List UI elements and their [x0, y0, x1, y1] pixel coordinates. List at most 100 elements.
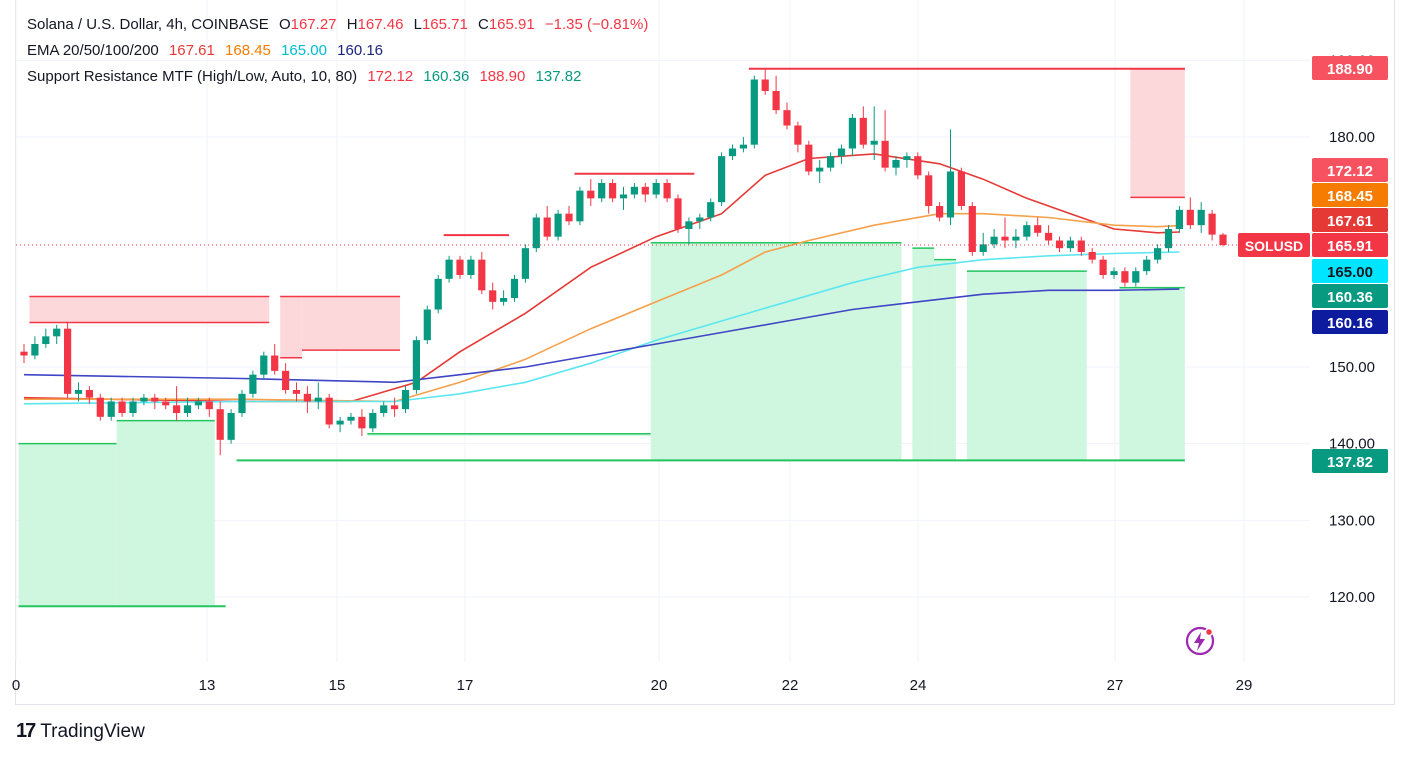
price-tag-text: 160.36	[1327, 289, 1373, 306]
candle-body	[510, 278, 519, 298]
support-zone	[116, 420, 215, 607]
candle-body	[728, 148, 737, 157]
candle-body	[979, 244, 987, 252]
candle-body	[761, 79, 769, 91]
candle-body	[718, 156, 726, 203]
candle-body	[750, 79, 758, 145]
candle-body	[129, 401, 137, 413]
candle-body	[598, 183, 606, 199]
candle-body	[739, 144, 747, 149]
candle-body	[696, 217, 704, 222]
price-tag-text: 172.12	[1327, 163, 1373, 180]
candle-body	[314, 397, 322, 402]
candle-body	[532, 217, 540, 249]
candle-body	[1219, 234, 1227, 246]
x-tick-label: 17	[457, 677, 474, 694]
candlestick-chart[interactable]: 120.00130.00140.00150.00180.00190.000131…	[0, 0, 1410, 705]
sr-legend[interactable]: Support Resistance MTF (High/Low, Auto, …	[27, 68, 587, 85]
x-tick-label: 13	[199, 677, 216, 694]
candle-body	[1023, 225, 1031, 237]
candle-body	[946, 171, 955, 218]
candle-body	[663, 183, 671, 199]
x-tick-label: 22	[782, 677, 799, 694]
candle-body	[456, 259, 464, 275]
candle-body	[914, 156, 922, 176]
candle-body	[609, 183, 617, 199]
open-value: 167.27	[290, 16, 337, 33]
tradingview-logo-icon: 17	[16, 720, 36, 742]
candle-body	[1034, 225, 1042, 233]
candle-body	[837, 148, 846, 157]
candle-body	[968, 206, 976, 252]
candle-body	[20, 351, 28, 356]
symbol-name: Solana / U.S. Dollar, 4h, COINBASE	[27, 16, 269, 33]
candle-body	[238, 393, 246, 413]
candle-body	[173, 405, 181, 413]
low-label: L	[413, 16, 422, 33]
candle-body	[641, 186, 649, 195]
tradingview-brand[interactable]: 17 TradingView	[16, 720, 145, 743]
price-tag-text: 165.00	[1327, 264, 1373, 281]
candle-body	[674, 198, 682, 229]
candle-body	[816, 167, 824, 172]
candle-body	[576, 190, 584, 222]
candle-body	[183, 405, 192, 413]
candle-body	[445, 259, 453, 279]
candle-body	[805, 144, 813, 172]
candle-body	[478, 259, 486, 291]
ema-legend[interactable]: EMA 20/50/100/200 167.61 168.45 165.00 1…	[27, 42, 389, 59]
candle-body	[216, 409, 224, 440]
candle-body	[401, 390, 410, 410]
candle-body	[500, 298, 508, 302]
candle-body	[391, 405, 399, 410]
y-tick-label: 180.00	[1329, 129, 1375, 146]
candle-body	[1132, 271, 1140, 283]
candle-body	[412, 340, 420, 390]
x-tick-label: 24	[910, 677, 927, 694]
price-tag-160-16	[1312, 310, 1388, 334]
price-tag-168-45	[1312, 183, 1388, 207]
candle-body	[358, 416, 366, 429]
close-value: 165.91	[488, 16, 535, 33]
price-tag-text: 167.61	[1327, 213, 1373, 230]
candle-body	[369, 413, 377, 429]
candle-body	[434, 278, 442, 310]
candle-body	[1077, 240, 1085, 252]
close-label: C	[478, 16, 489, 33]
candle-body	[118, 401, 126, 413]
resistance-zone	[280, 296, 302, 358]
x-tick-label: 27	[1107, 677, 1124, 694]
candle-body	[554, 213, 562, 237]
ema200-value: 160.16	[337, 42, 384, 59]
candle-body	[619, 194, 628, 199]
candle-body	[1186, 209, 1194, 226]
candle-body	[64, 328, 72, 394]
y-tick-label: 140.00	[1329, 436, 1375, 453]
x-tick-label: 15	[329, 677, 346, 694]
candle-body	[521, 248, 529, 279]
y-tick-label: 150.00	[1329, 359, 1375, 376]
candle-body	[194, 401, 202, 406]
candle-body	[1143, 259, 1151, 272]
y-tick-label: 120.00	[1329, 589, 1375, 606]
candle-body	[42, 336, 50, 344]
candle-body	[707, 202, 715, 218]
candle-body	[249, 374, 257, 394]
price-tag-text: 165.91	[1327, 238, 1373, 255]
ema20-value: 167.61	[168, 42, 215, 59]
ema50-line	[24, 212, 1180, 403]
candle-body	[957, 171, 965, 206]
symbol-legend[interactable]: Solana / U.S. Dollar, 4h, COINBASE O167.…	[27, 16, 654, 33]
candle-body	[652, 183, 660, 195]
x-tick-label: 0	[12, 677, 20, 694]
lightning-icon[interactable]	[1185, 626, 1215, 656]
candle-body	[1066, 240, 1074, 249]
candle-body	[892, 160, 900, 168]
candle-body	[74, 390, 83, 394]
ema100-value: 165.00	[281, 42, 327, 59]
support-zone	[367, 433, 651, 436]
candle-body	[336, 420, 344, 425]
candle-body	[543, 217, 551, 237]
price-tag-137-82	[1312, 449, 1388, 473]
sr-value-1: 172.12	[367, 68, 414, 85]
